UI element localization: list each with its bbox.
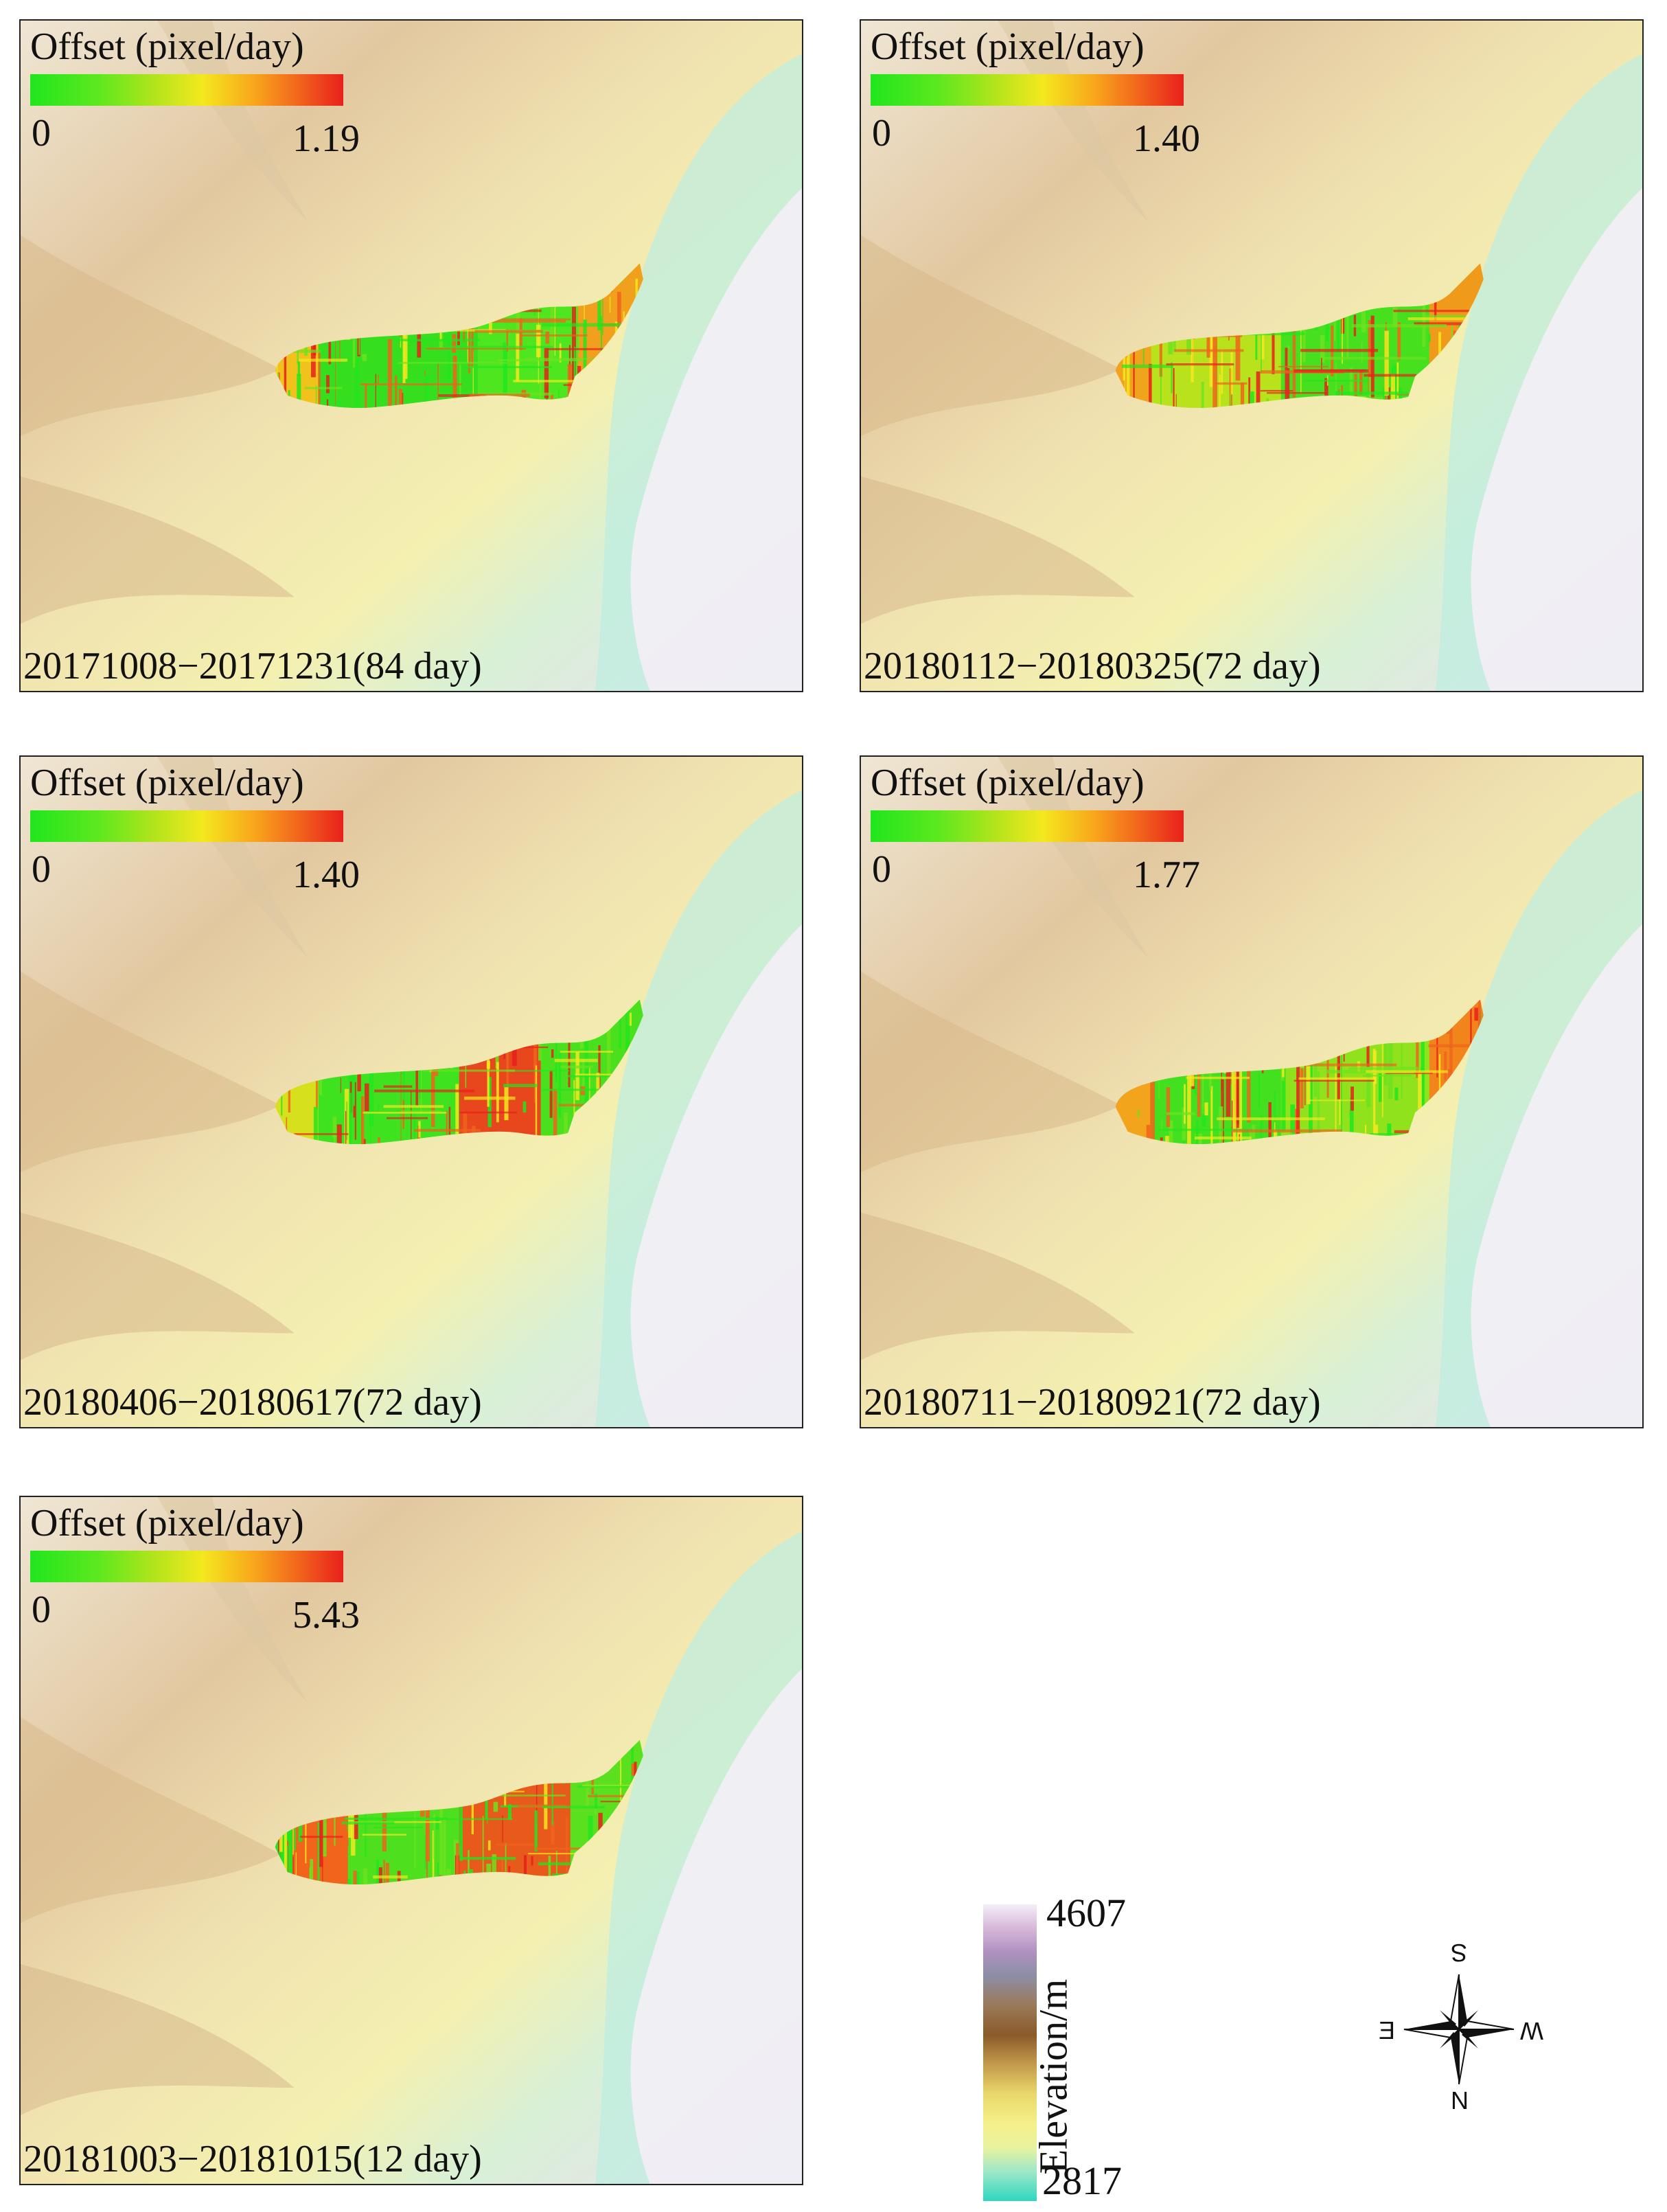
offset-color-ramp [30,74,343,106]
legend-max: 1.19 [292,117,360,160]
date-range-label: 20171008−20171231(84 day) [23,645,482,687]
terrain-map [21,21,802,691]
legend-title: Offset (pixel/day) [30,25,304,68]
legend-min: 0 [872,848,891,891]
legend-title: Offset (pixel/day) [871,25,1145,68]
legend-title: Offset (pixel/day) [30,762,304,804]
terrain-map [21,757,802,1427]
map-panel-4: Offset (pixel/day) 0 1.77 20180711−20180… [860,755,1644,1428]
legend-min: 0 [872,112,891,155]
legend-min: 0 [32,848,51,891]
map-panel-3: Offset (pixel/day) 0 1.40 20180406−20180… [19,755,803,1428]
map-panel-5: Offset (pixel/day) 0 5.43 20181003−20181… [19,1496,803,2185]
offset-color-ramp [871,74,1184,106]
compass-label-left: E [1379,2016,1396,2044]
date-range-label: 20180112−20180325(72 day) [864,645,1321,687]
legend-max: 1.40 [1133,117,1200,160]
compass-rose-icon: S N W E [1373,1939,1545,2115]
map-panel-2: Offset (pixel/day) 0 1.40 20180112−20180… [860,19,1644,692]
elevation-max-label: 4607 [1046,1891,1126,1935]
legend-max: 5.43 [292,1594,360,1637]
compass-label-right: W [1520,2017,1543,2045]
legend-title: Offset (pixel/day) [30,1502,304,1544]
legend-title: Offset (pixel/day) [871,762,1145,804]
terrain-map [21,1497,802,2184]
legend-max: 1.40 [292,854,360,896]
offset-color-ramp [30,810,343,842]
offset-color-ramp [30,1551,343,1582]
compass-label-top: S [1451,1939,1468,1967]
legend-min: 0 [32,1588,51,1631]
terrain-map [861,757,1642,1427]
date-range-label: 20181003−20181015(12 day) [23,2138,482,2180]
offset-color-ramp [871,810,1184,842]
legend-min: 0 [32,112,51,155]
compass-label-bottom: N [1451,2086,1469,2114]
elevation-legend-title: Elevation/m [1031,1979,1076,2174]
elevation-min-label: 2817 [1042,2158,1122,2203]
legend-max: 1.77 [1133,854,1200,896]
date-range-label: 20180406−20180617(72 day) [23,1381,482,1424]
terrain-map [861,21,1642,691]
map-panel-1: Offset (pixel/day) 0 1.19 20171008−20171… [19,19,803,692]
elevation-color-ramp [983,1904,1037,2201]
date-range-label: 20180711−20180921(72 day) [864,1381,1321,1424]
